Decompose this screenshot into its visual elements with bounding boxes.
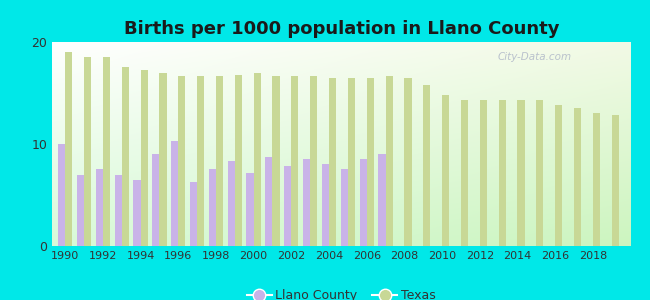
Legend: Llano County, Texas: Llano County, Texas [242,284,441,300]
Bar [574,108,581,246]
Bar [122,68,129,246]
Bar [152,154,159,246]
Bar [378,154,385,246]
Bar [77,175,84,246]
Bar [235,75,242,246]
Bar [593,113,600,246]
Bar [84,57,91,246]
Bar [140,70,148,246]
Bar [190,182,197,246]
Bar [536,100,543,246]
Bar [480,100,487,246]
Bar [517,100,525,246]
Bar [159,73,166,246]
Bar [404,78,411,246]
Bar [171,141,178,246]
Bar [612,116,619,246]
Bar [423,85,430,246]
Text: City-Data.com: City-Data.com [497,52,571,62]
Bar [114,175,122,246]
Bar [310,76,317,246]
Bar [291,76,298,246]
Bar [272,76,280,246]
Bar [178,76,185,246]
Bar [265,157,272,246]
Bar [367,78,374,246]
Bar [103,57,110,246]
Bar [329,78,336,246]
Bar [246,172,254,246]
Bar [442,95,449,246]
Bar [133,180,140,246]
Bar [96,169,103,246]
Bar [348,78,355,246]
Bar [65,52,72,246]
Bar [254,73,261,246]
Bar [209,169,216,246]
Bar [284,167,291,246]
Bar [197,76,204,246]
Bar [58,144,65,246]
Bar [216,76,223,246]
Bar [341,169,348,246]
Bar [227,161,235,246]
Bar [385,76,393,246]
Bar [359,159,367,246]
Bar [461,100,468,246]
Bar [322,164,329,246]
Bar [499,100,506,246]
Title: Births per 1000 population in Llano County: Births per 1000 population in Llano Coun… [124,20,559,38]
Bar [555,105,562,246]
Bar [303,159,310,246]
